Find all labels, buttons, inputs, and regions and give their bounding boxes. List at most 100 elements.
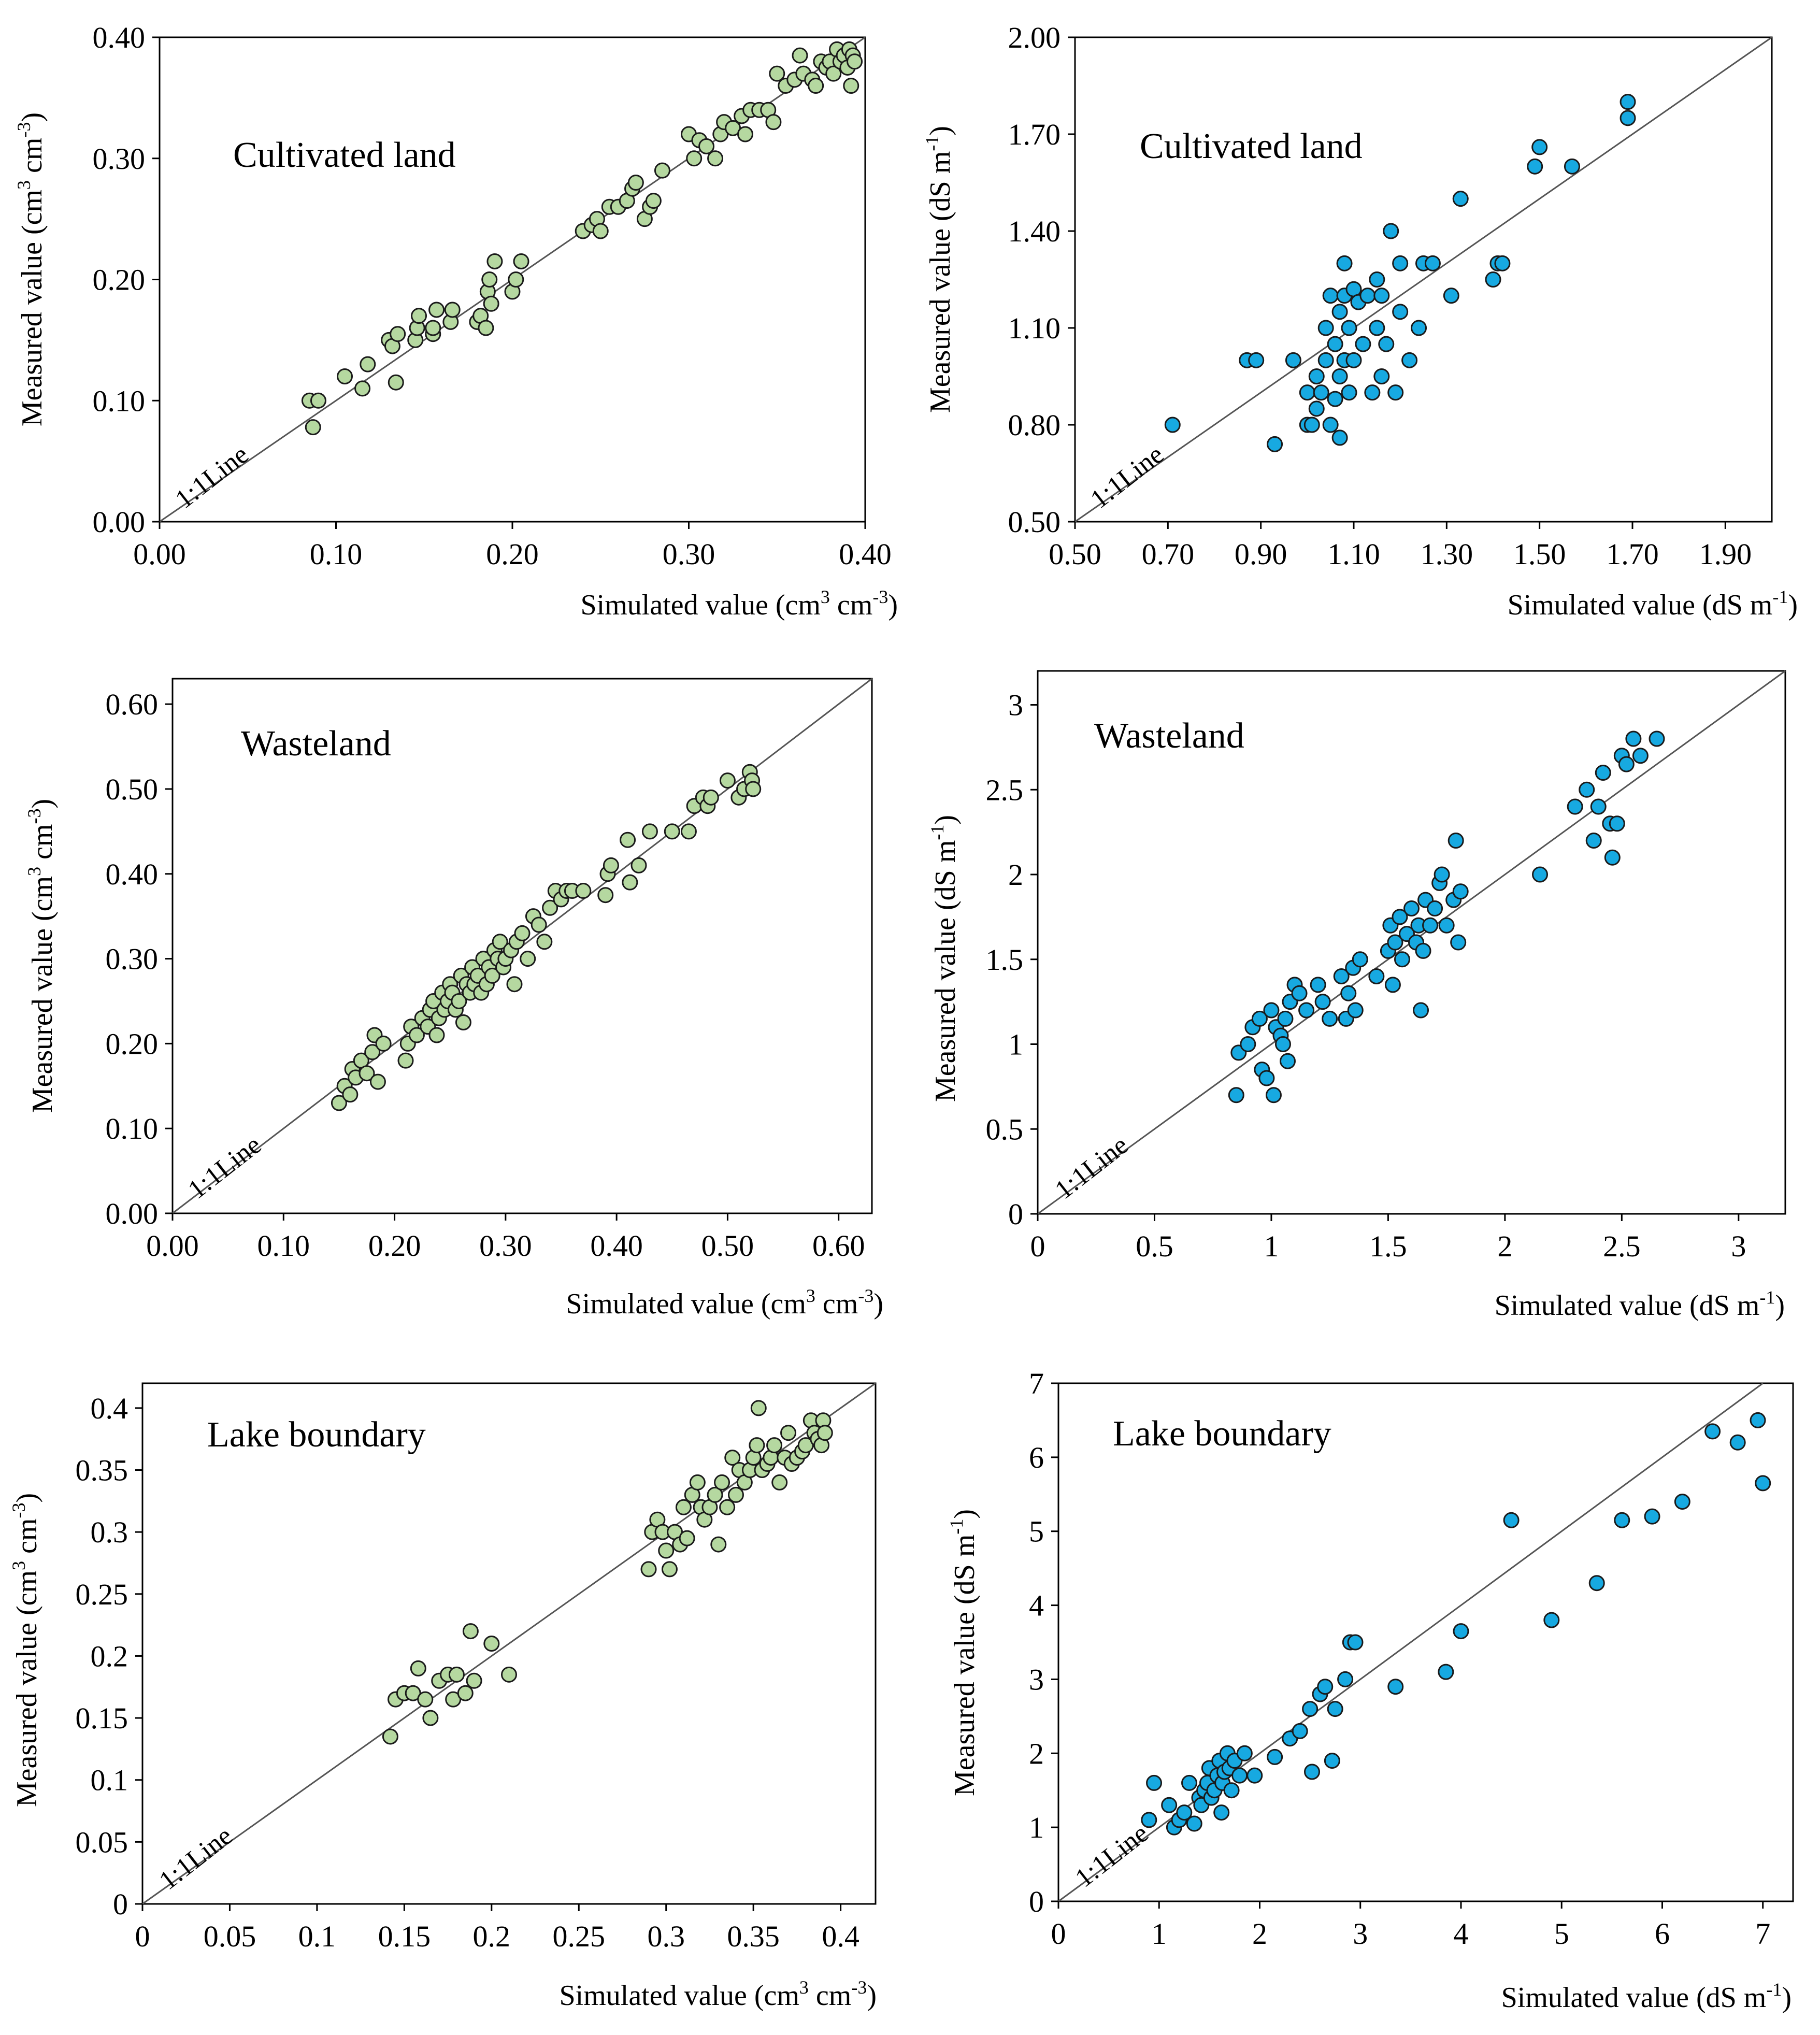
y-axis-label: Measured value (cm3 cm-3) [13, 112, 48, 426]
y-tick-label: 1.10 [1008, 311, 1061, 345]
y-tick-label: 0.30 [106, 942, 159, 976]
x-tick-label: 0.50 [1049, 537, 1101, 571]
data-point [816, 1425, 833, 1441]
data-point [1317, 320, 1334, 336]
y-tick-label: 0.20 [93, 263, 146, 297]
y-tick-label: 0.05 [76, 1825, 128, 1859]
x-tick-label: 0.4 [822, 1919, 859, 1953]
data-point [654, 162, 670, 179]
data-point [1387, 384, 1404, 401]
y-tick-label: 0.10 [106, 1112, 159, 1145]
y-tick-label: 0.5 [986, 1112, 1024, 1146]
data-point [484, 967, 500, 984]
data-point [1452, 191, 1469, 207]
x-axis-label: Simulated value (dS m-1) [1508, 586, 1798, 621]
data-point [1161, 1797, 1178, 1813]
y-tick-label: 0.35 [76, 1454, 128, 1487]
data-point [1424, 255, 1441, 271]
data-point [1248, 352, 1265, 368]
data-point [1298, 1002, 1315, 1019]
data-point [679, 1530, 695, 1546]
x-tick-label: 0.05 [204, 1919, 256, 1953]
data-point [1403, 900, 1420, 916]
panel-title: Lake boundary [207, 1415, 426, 1455]
data-point [1352, 951, 1368, 968]
x-tick-label: 0.30 [663, 537, 715, 571]
y-tick-label: 2 [1029, 1737, 1044, 1770]
x-tick-label: 1.70 [1606, 537, 1659, 571]
data-point [1263, 1002, 1280, 1019]
data-point [481, 271, 498, 288]
data-point [508, 271, 524, 288]
data-point [390, 326, 406, 342]
data-point [359, 1065, 375, 1082]
plot-frame [1057, 1382, 1794, 1902]
y-tick-label: 0.20 [106, 1027, 159, 1061]
data-point [1378, 336, 1395, 352]
data-point [337, 368, 353, 384]
x-tick-label: 0.10 [257, 1229, 310, 1263]
panel-lake-boundary-moisture: Lake boundary Simulated value (cm3 cm-3)… [8, 1382, 877, 2012]
panel-title: Wasteland [1094, 716, 1244, 756]
data-point [727, 1486, 744, 1503]
data-point [455, 1014, 471, 1030]
y-tick-label: 0.40 [93, 21, 146, 54]
data-point [1494, 255, 1511, 271]
data-point [766, 1437, 783, 1454]
one-to-one-label: 1:1Line [1070, 1818, 1154, 1893]
y-tick-label: 0.10 [93, 384, 146, 418]
data-point [1422, 917, 1439, 934]
plot-frame [171, 678, 873, 1214]
data-point [1413, 1002, 1429, 1019]
data-point [661, 1561, 678, 1578]
data-point [1609, 815, 1625, 832]
data-point [422, 1710, 439, 1726]
data-point [531, 916, 547, 933]
data-point [1368, 968, 1385, 984]
data-point [1280, 1053, 1296, 1069]
data-point [640, 1561, 657, 1578]
x-tick-label: 0.3 [647, 1919, 685, 1953]
data-point [1392, 909, 1408, 925]
data-point [354, 380, 371, 397]
data-point [745, 781, 762, 797]
data-point [310, 392, 326, 409]
data-point [1384, 977, 1401, 993]
data-point [1317, 352, 1334, 368]
y-tick-label: 1 [1008, 1028, 1023, 1062]
data-point [1251, 1010, 1268, 1027]
x-tick-label: 0.35 [727, 1919, 780, 1953]
data-point [1485, 271, 1501, 288]
data-point [1313, 384, 1329, 401]
one-to-one-label: 1:1Line [183, 1130, 267, 1205]
y-tick-label: 0 [1029, 1885, 1044, 1918]
data-point [448, 1666, 465, 1683]
data-point [575, 883, 592, 899]
data-point [1181, 1774, 1198, 1791]
data-point [382, 1728, 398, 1745]
data-point [737, 126, 753, 142]
data-point [714, 1474, 730, 1491]
data-point [843, 78, 859, 94]
data-point [680, 823, 697, 840]
x-tick-label: 0.20 [368, 1229, 421, 1263]
x-tick-label: 1.90 [1699, 537, 1752, 571]
y-tick-label: 1 [1029, 1811, 1044, 1844]
data-point [1302, 1701, 1319, 1717]
data-point [780, 1425, 797, 1441]
data-point [847, 53, 863, 70]
data-point [1392, 255, 1409, 271]
data-point [1345, 352, 1362, 368]
y-tick-label: 0 [1008, 1197, 1023, 1231]
data-point [1331, 429, 1348, 446]
data-point [1327, 1701, 1343, 1717]
data-point [466, 1672, 482, 1689]
data-point [1369, 320, 1385, 336]
panel-cultivated-land-moisture: Cultivated land Simulated value (cm3 cm-… [13, 21, 898, 621]
data-point [1337, 1671, 1354, 1687]
data-point [1585, 833, 1602, 849]
data-point [719, 1499, 736, 1515]
x-tick-label: 0.40 [839, 537, 892, 571]
data-point [410, 1660, 426, 1676]
plot-frame [141, 1382, 877, 1905]
